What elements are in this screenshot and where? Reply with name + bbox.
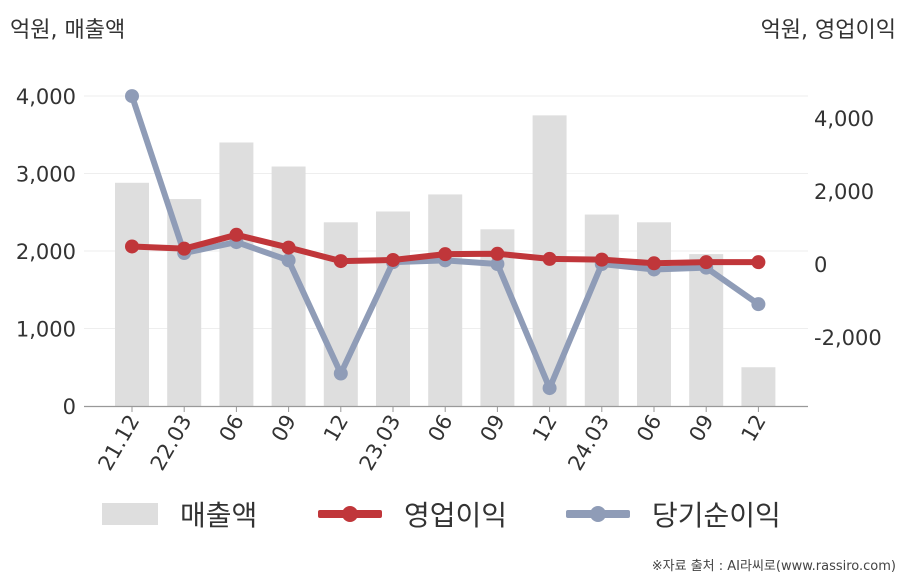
net-income-point bbox=[490, 257, 505, 271]
net-income-point bbox=[125, 89, 139, 104]
combo-chart: 0 1,000 2,000 3,000 4,000 -2,000 0 2,000 4,000 21… bbox=[16, 85, 882, 475]
net-income-point bbox=[281, 253, 296, 268]
x-tick-label: 22.03 bbox=[146, 411, 197, 475]
left-tick-label: 4,000 bbox=[16, 85, 76, 109]
operating-profit-point bbox=[490, 246, 505, 261]
operating-profit-point bbox=[594, 252, 609, 267]
sales-bar bbox=[584, 214, 619, 406]
right-tick-label: 0 bbox=[814, 253, 827, 277]
operating-profit-point bbox=[229, 227, 244, 242]
legend-item-operating: 영업이익 bbox=[318, 492, 507, 536]
operating-profit-point bbox=[647, 256, 661, 271]
x-tick-label: 23.03 bbox=[354, 411, 405, 475]
operating-profit-point bbox=[281, 240, 296, 255]
source-credit: ※자료 출처 : AI라씨로(www.rassiro.com) bbox=[651, 559, 896, 574]
legend-item-net: 당기순이익 bbox=[566, 492, 781, 536]
right-axis-unit-label: 억원, 영업이익 bbox=[760, 18, 896, 43]
x-tick-label: 24.03 bbox=[563, 411, 614, 475]
legend-sales-swatch bbox=[102, 503, 158, 525]
right-tick-label: 4,000 bbox=[814, 107, 874, 131]
x-tick-label: 12 bbox=[319, 411, 353, 446]
x-tick-label: 09 bbox=[267, 411, 301, 446]
axes bbox=[84, 405, 808, 412]
operating-profit-point bbox=[699, 255, 714, 270]
legend-operating-label: 영업이익 bbox=[404, 499, 508, 532]
legend-net-swatch bbox=[566, 503, 630, 525]
net-income-point bbox=[542, 381, 557, 396]
left-tick-label: 0 bbox=[63, 395, 76, 419]
sales-bar bbox=[115, 182, 149, 406]
left-tick-label: 1,000 bbox=[16, 318, 76, 342]
operating-profit-point bbox=[542, 251, 557, 266]
x-tick-label: 06 bbox=[632, 411, 666, 446]
operating-profit-point bbox=[751, 255, 766, 270]
net-income-point bbox=[333, 366, 348, 381]
x-tick-label: 06 bbox=[215, 411, 249, 446]
sales-bar bbox=[689, 254, 724, 406]
x-tick-label: 06 bbox=[423, 411, 457, 446]
profit-lines bbox=[125, 89, 766, 396]
operating-profit-point bbox=[386, 252, 400, 267]
net-income-point bbox=[751, 297, 766, 312]
sales-bar bbox=[167, 199, 202, 406]
right-tick-label: -2,000 bbox=[814, 326, 882, 350]
x-tick-label: 09 bbox=[476, 411, 510, 446]
legend-sales-label: 매출액 bbox=[180, 499, 258, 532]
legend-item-sales: 매출액 bbox=[102, 492, 257, 536]
operating-profit-point bbox=[333, 254, 348, 269]
sales-bar bbox=[637, 222, 671, 406]
sales-bar bbox=[741, 367, 776, 406]
left-axis-unit-label: 억원, 매출액 bbox=[10, 18, 126, 43]
x-tick-label: 21.12 bbox=[93, 411, 144, 475]
x-tick-label: 12 bbox=[528, 411, 562, 446]
legend-operating-swatch bbox=[318, 503, 382, 525]
sales-bar bbox=[219, 142, 254, 406]
sales-bar bbox=[376, 211, 410, 406]
sales-bars bbox=[115, 115, 776, 406]
sales-bar bbox=[428, 194, 463, 406]
legend-net-label: 당기순이익 bbox=[652, 499, 781, 532]
operating-profit-point bbox=[177, 241, 192, 256]
x-tick-label: 12 bbox=[737, 411, 771, 446]
operating-profit-point bbox=[125, 239, 139, 254]
left-tick-label: 3,000 bbox=[16, 163, 76, 187]
legend: 매출액 영업이익 당기순이익 bbox=[0, 492, 908, 536]
operating-profit-point bbox=[438, 247, 453, 262]
x-tick-label: 09 bbox=[684, 411, 718, 446]
right-tick-label: 2,000 bbox=[814, 180, 874, 204]
left-tick-label: 2,000 bbox=[16, 240, 76, 264]
